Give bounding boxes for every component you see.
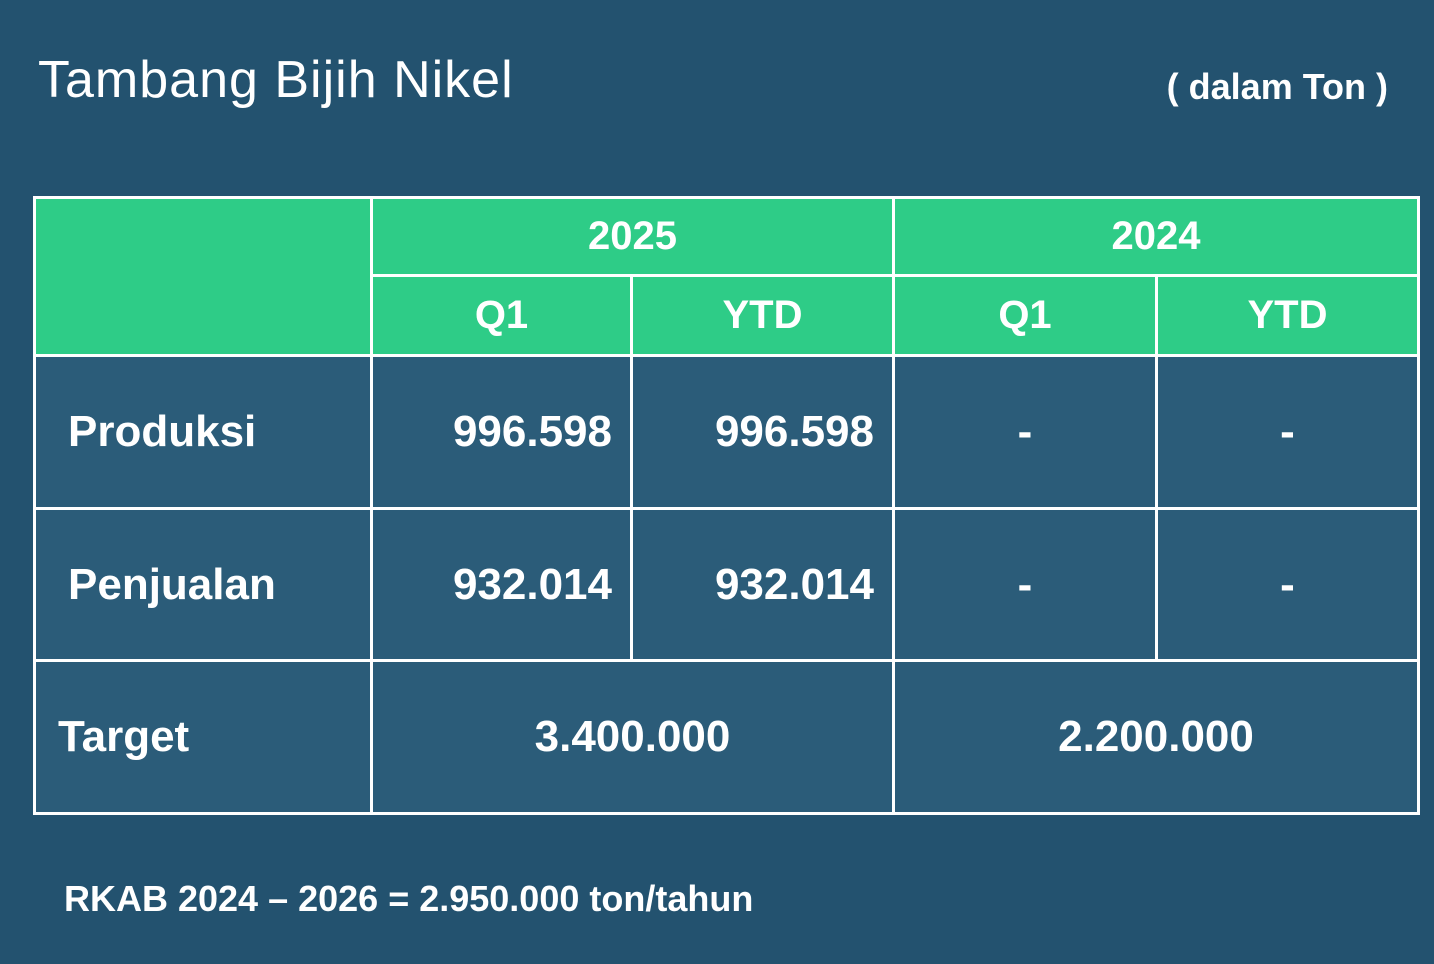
- cell-value: 3.400.000: [373, 662, 892, 812]
- table: 2025 2024 Q1 YTD Q1 YTD Produksi 996.598 996.598…: [33, 196, 1420, 815]
- cell-value: -: [1158, 510, 1417, 659]
- cell-value: 996.598: [633, 357, 892, 507]
- quarter-header: Q1: [895, 277, 1155, 354]
- cell-value: 932.014: [373, 510, 630, 659]
- row-label: Produksi: [36, 357, 370, 507]
- cell-value: 996.598: [373, 357, 630, 507]
- title: Tambang Bijih Nikel: [38, 51, 514, 109]
- unit-label: ( dalam Ton ): [1166, 66, 1388, 107]
- footnote: RKAB 2024 – 2026 = 2.950.000 ton/tahun: [64, 878, 754, 919]
- cell-value: 932.014: [633, 510, 892, 659]
- year-header: 2024: [895, 199, 1417, 274]
- quarter-header: Q1: [373, 277, 630, 354]
- cell-value: -: [895, 357, 1155, 507]
- row-label: Penjualan: [36, 510, 370, 659]
- cell-value: -: [1158, 357, 1417, 507]
- cell-value: -: [895, 510, 1155, 659]
- quarter-header: YTD: [1158, 277, 1417, 354]
- row-label: Target: [36, 662, 370, 812]
- cell-value: 2.200.000: [895, 662, 1417, 812]
- year-header: 2025: [373, 199, 892, 274]
- header-corner: [36, 199, 370, 354]
- quarter-header: YTD: [633, 277, 892, 354]
